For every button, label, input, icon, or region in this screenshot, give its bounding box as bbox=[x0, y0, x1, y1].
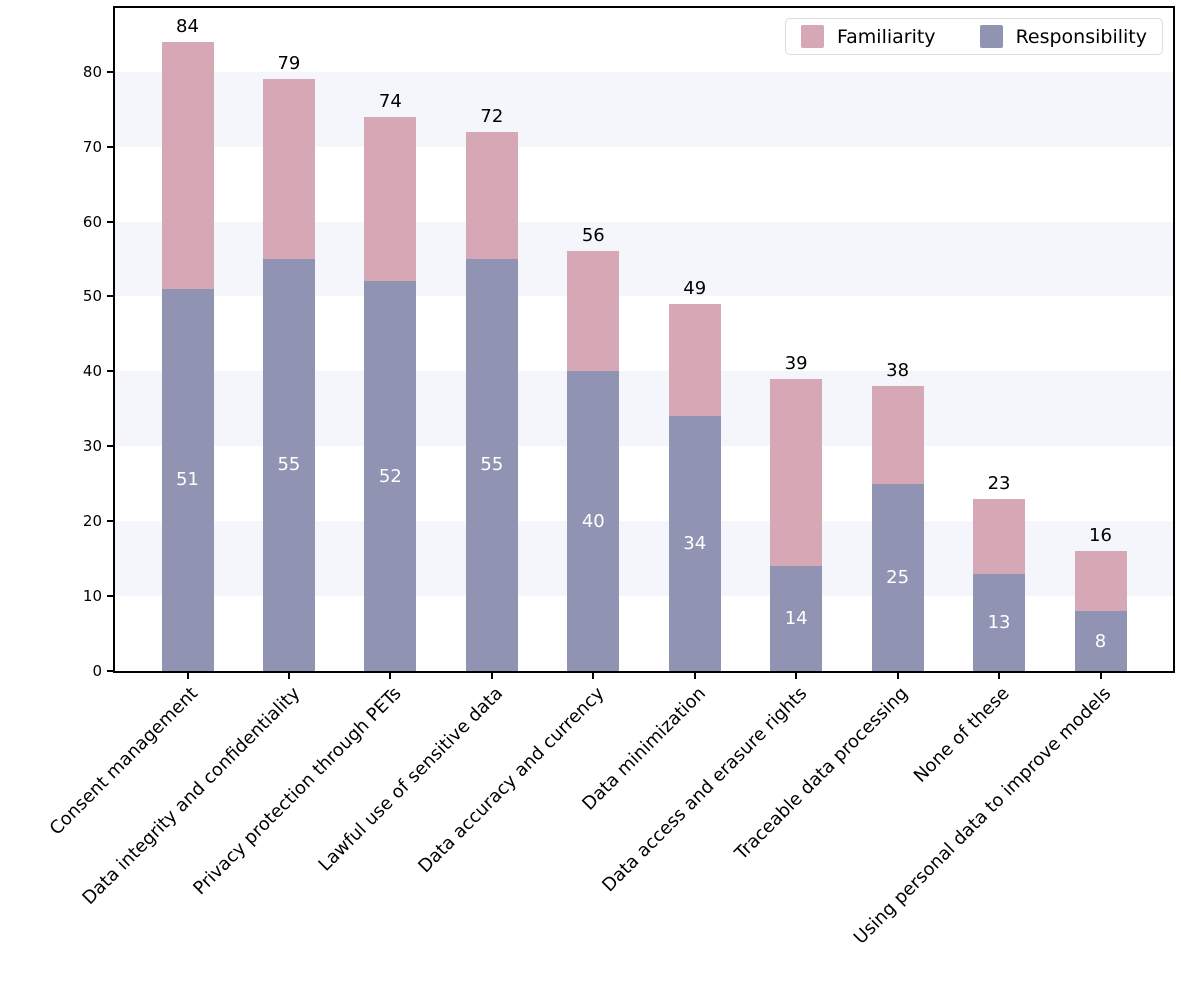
y-axis-tick-label: 80 bbox=[82, 62, 102, 81]
y-axis-tick-mark bbox=[107, 70, 113, 73]
bar-segment-familiarity bbox=[770, 378, 823, 567]
bar-segment-familiarity bbox=[364, 116, 417, 282]
bar-total-label: 79 bbox=[277, 53, 301, 75]
x-axis-tick-mark bbox=[287, 673, 290, 679]
bar-segment-responsibility: 14 bbox=[770, 566, 823, 671]
bar-value-label: 13 bbox=[987, 611, 1011, 633]
x-axis-tick-mark bbox=[795, 673, 798, 679]
x-axis-tick-mark bbox=[998, 673, 1001, 679]
y-axis-tick-label: 20 bbox=[82, 512, 102, 531]
y-axis-tick-mark bbox=[107, 295, 113, 298]
y-axis-tick-mark bbox=[107, 145, 113, 148]
bar-value-label: 55 bbox=[480, 454, 504, 476]
bar-segment-familiarity bbox=[262, 79, 315, 259]
x-axis-tick-mark bbox=[693, 673, 696, 679]
bar-total-label: 84 bbox=[176, 15, 199, 37]
bar-value-label: 14 bbox=[784, 608, 808, 630]
bar-value-label: 55 bbox=[277, 454, 301, 476]
bar-value-label: 34 bbox=[683, 533, 707, 555]
y-axis-tick-mark bbox=[107, 220, 113, 223]
bar-segment-familiarity bbox=[161, 41, 214, 289]
legend: Familiarity Responsibility bbox=[784, 18, 1163, 55]
bar-segment-familiarity bbox=[973, 498, 1026, 574]
x-axis-label: Data accuracy and currency bbox=[413, 683, 609, 878]
bar-segment-responsibility: 52 bbox=[364, 281, 417, 671]
bar-segment-responsibility: 55 bbox=[465, 258, 518, 671]
x-axis-label: Traceable data processing bbox=[731, 683, 913, 865]
bar-segment-responsibility: 40 bbox=[567, 371, 620, 671]
bar-value-label: 40 bbox=[581, 510, 605, 532]
responsibility-swatch-icon bbox=[979, 25, 1003, 48]
bar-segment-responsibility: 8 bbox=[1074, 611, 1127, 671]
x-axis-tick-mark bbox=[592, 673, 595, 679]
bar-total-label: 49 bbox=[683, 277, 707, 299]
x-axis-tick-mark bbox=[896, 673, 899, 679]
bar-total-label: 74 bbox=[378, 90, 402, 112]
bar-value-label: 25 bbox=[886, 566, 910, 588]
bar-value-label: 8 bbox=[1094, 630, 1107, 652]
y-axis-tick-label: 0 bbox=[92, 662, 102, 680]
bar-segment-familiarity bbox=[567, 251, 620, 372]
legend-item-responsibility: Responsibility bbox=[979, 25, 1147, 48]
bar-segment-responsibility: 51 bbox=[161, 288, 214, 671]
bar-segment-responsibility: 34 bbox=[668, 416, 721, 671]
bar-value-label: 52 bbox=[378, 465, 402, 487]
y-axis-tick-label: 30 bbox=[82, 437, 102, 456]
y-axis-tick-label: 40 bbox=[82, 362, 102, 381]
bar-segment-familiarity bbox=[1074, 551, 1127, 612]
x-axis-tick-mark bbox=[490, 673, 493, 679]
y-axis-tick-label: 70 bbox=[82, 137, 102, 156]
y-axis-tick-label: 10 bbox=[82, 587, 102, 606]
y-axis-tick-mark bbox=[107, 370, 113, 373]
x-axis-tick-mark bbox=[186, 673, 189, 679]
bar-segment-responsibility: 13 bbox=[973, 573, 1026, 671]
x-axis-label: Data integrity and confidentiality bbox=[77, 683, 304, 909]
x-axis-tick-mark bbox=[389, 673, 392, 679]
x-axis-label: Data access and erasure rights bbox=[597, 683, 812, 897]
bar-total-label: 38 bbox=[886, 360, 910, 382]
bar-value-label: 51 bbox=[176, 469, 199, 491]
x-axis-label: None of these bbox=[910, 683, 1014, 787]
bar-segment-familiarity bbox=[871, 386, 924, 484]
y-axis-tick-label: 60 bbox=[82, 212, 102, 231]
y-axis-tick-mark bbox=[107, 670, 113, 672]
bar-segment-responsibility: 25 bbox=[871, 483, 924, 671]
familiarity-swatch-icon bbox=[800, 25, 824, 48]
y-axis-tick-mark bbox=[107, 445, 113, 448]
bar-segment-familiarity bbox=[465, 131, 518, 259]
x-axis-label: Lawful use of sensitive data bbox=[314, 683, 507, 876]
bar-segment-familiarity bbox=[668, 303, 721, 417]
plot-area: 51 84 55 79 52 74 55 72 40 56 34 49 14 39 25 38 13 23 8 16 … bbox=[113, 6, 1175, 673]
y-axis-tick-label: 50 bbox=[82, 287, 102, 306]
legend-item-familiarity: Familiarity bbox=[800, 25, 936, 48]
legend-label-responsibility: Responsibility bbox=[1015, 25, 1147, 48]
bar-total-label: 39 bbox=[784, 352, 808, 374]
bar-total-label: 23 bbox=[987, 472, 1011, 494]
y-axis-tick-mark bbox=[107, 520, 113, 523]
legend-label-familiarity: Familiarity bbox=[836, 25, 936, 48]
bar-total-label: 72 bbox=[480, 105, 504, 127]
bar-total-label: 56 bbox=[581, 225, 605, 247]
bar-segment-responsibility: 55 bbox=[262, 258, 315, 671]
y-axis-tick-mark bbox=[107, 595, 113, 598]
x-axis-label: Privacy protection through PETs bbox=[189, 683, 406, 900]
bar-total-label: 16 bbox=[1089, 525, 1112, 547]
x-axis-tick-mark bbox=[1099, 673, 1102, 679]
